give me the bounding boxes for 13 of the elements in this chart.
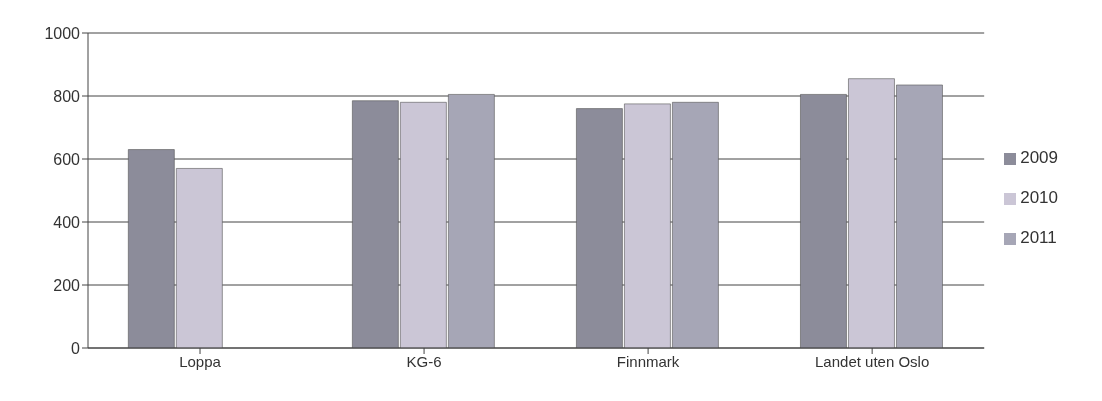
y-tick-label: 0 xyxy=(71,339,81,357)
y-tick-label: 600 xyxy=(53,150,81,168)
y-tick-label: 1000 xyxy=(44,24,81,42)
legend-label: 2011 xyxy=(1020,228,1057,247)
legend-label: 2010 xyxy=(1020,188,1058,207)
x-tick-label: Loppa xyxy=(179,352,222,370)
x-tick-label: Finnmark xyxy=(616,352,680,370)
y-tick-label: 400 xyxy=(53,213,81,231)
y-tick-label: 200 xyxy=(53,276,81,294)
x-tick-label: KG-6 xyxy=(406,352,442,370)
legend-label: 2009 xyxy=(1020,148,1058,167)
x-tick-label: Landet uten Oslo xyxy=(815,352,930,370)
y-tick-label: 800 xyxy=(53,87,81,105)
